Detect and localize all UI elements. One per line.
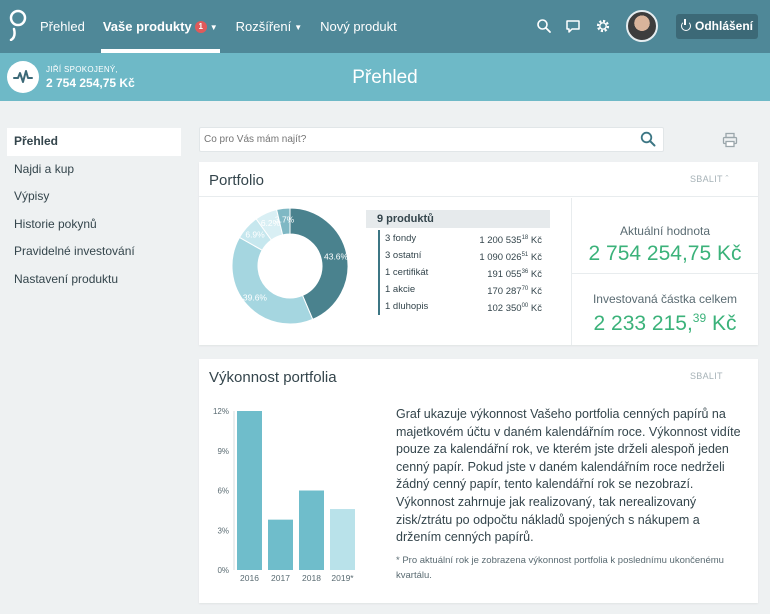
nav-item-rozsireni[interactable]: Rozšíření ▼ [236,0,303,53]
y-tick-label: 0% [217,566,229,575]
bar[interactable] [330,509,355,570]
search-icon[interactable] [536,18,552,34]
chevron-down-icon: ▼ [209,23,218,32]
y-tick-label: 9% [217,447,229,456]
divider [571,198,572,345]
user-name: JIŘÍ SPOKOJENÝ, [46,65,119,74]
logout-button[interactable]: Odhlášení [676,14,758,39]
legend-row: 3 ostatní 1 090 02651 Kč [378,247,542,264]
donut-slice[interactable] [276,207,291,236]
legend-label: 3 ostatní [385,250,422,261]
legend-label: 1 dluhopis [385,301,429,312]
legend-label: 1 certifikát [385,267,429,278]
sidebar-item-nastaveni-produktu[interactable]: Nastavení produktu [14,271,119,286]
chevron-down-icon: ▼ [294,23,303,32]
donut-slice-label: 6.2% [261,218,281,228]
x-tick-label: 2019* [331,573,354,583]
donut-slice[interactable] [289,207,349,321]
search-icon[interactable] [640,131,656,147]
bar[interactable] [268,519,293,570]
main-nav: Přehled Vaše produkty 1 ▼ Rozšíření ▼ Nový … [40,0,415,53]
logo-icon[interactable] [8,9,28,41]
portfolio-title: Portfolio [209,172,265,189]
legend-amount: 170 28770 Kč [487,286,542,298]
products-count: 9 produktů [366,210,550,228]
gear-icon[interactable] [595,18,611,34]
current-value: 2 754 254,75 Kč [588,242,742,265]
legend-label: 3 fondy [385,233,417,244]
portfolio-donut-chart: 43.6% 39.6% 6.9% 6.2%3.7% [231,207,349,325]
user-header: JIŘÍ SPOKOJENÝ, 2 754 254,75 Kč Přehled [0,53,770,101]
portfolio-collapse-button[interactable]: SBALIT ˆ [690,174,729,184]
sidebar-item-najdi-a-kup[interactable]: Najdi a kup [14,161,75,176]
power-icon [680,19,691,31]
legend-amount: 102 35000 Kč [487,303,542,315]
nav-item-novy-produkt[interactable]: Nový produkt [320,19,397,34]
pulse-icon [13,70,33,83]
performance-description: Graf ukazuje výkonnost Vašeho portfolia … [396,407,741,545]
invested-amount-label: Investovaná částka celkem [592,292,738,306]
nav-item-vase-produkty[interactable]: Vaše produkty 1 ▼ [100,0,220,53]
sidebar-item-vypisy[interactable]: Výpisy [14,189,50,204]
sidebar-item-prehled[interactable]: Přehled [7,128,181,156]
y-tick-label: 6% [217,487,229,496]
sidebar-item-pravidelne-investovani[interactable]: Pravidelné investování [14,244,135,259]
y-tick-label: 12% [213,407,229,416]
legend-amount: 191 05536 Kč [487,269,542,281]
legend-amount: 1 200 53518 Kč [479,235,542,247]
notification-badge: 1 [194,21,207,33]
print-icon[interactable] [722,132,738,148]
current-value-label: Aktuální hodnota [619,224,711,238]
donut-slice-label: 43.6% [324,252,349,262]
donut-slice-label: 6.9% [245,230,265,240]
page-title: Přehled [352,67,418,88]
performance-note: * Pro aktuální rok je zobrazena výkonnos… [396,555,724,581]
legend-row: 1 dluhopis 102 35000 Kč [378,298,542,315]
avatar[interactable] [626,10,658,42]
y-tick-label: 3% [217,526,229,535]
x-tick-label: 2017 [271,573,290,583]
legend-row: 3 fondy 1 200 53518 Kč [378,230,542,247]
chat-icon[interactable] [565,18,581,34]
bar[interactable] [237,411,262,570]
user-activity-badge[interactable] [7,61,39,93]
bar[interactable] [299,490,324,571]
nav-item-prehled[interactable]: Přehled [40,19,85,34]
sidebar: Přehled Najdi a kup Výpisy Historie poky… [7,128,181,294]
divider [199,196,758,197]
chevron-up-icon: ˆ [725,174,729,184]
user-total-amount: 2 754 254,75 Kč [46,76,135,90]
performance-collapse-button[interactable]: SBALIT [690,371,723,381]
legend-amount: 1 090 02651 Kč [479,252,542,264]
divider [572,273,758,274]
performance-title: Výkonnost portfolia [209,369,337,386]
x-tick-label: 2016 [240,573,259,583]
x-tick-label: 2018 [302,573,321,583]
invested-amount: 2 233 215,39 Kč [593,311,737,335]
performance-bar-chart: 0% 3% 6% 9% 12% 2016 2017 2018 2019* [213,407,355,583]
donut-slice-label: 3.7% [275,214,295,224]
top-navbar: Přehled Vaše produkty 1 ▼ Rozšíření ▼ Nový … [0,0,770,53]
legend-row: 1 certifikát 191 05536 Kč [378,264,542,281]
donut-slice-label: 39.6% [243,292,268,302]
donut-slice[interactable] [231,236,314,325]
legend-row: 1 akcie 170 28770 Kč [378,281,542,298]
search-input[interactable] [199,127,664,152]
legend-label: 1 akcie [385,284,416,295]
sidebar-item-historie-pokynu[interactable]: Historie pokynů [14,216,97,231]
